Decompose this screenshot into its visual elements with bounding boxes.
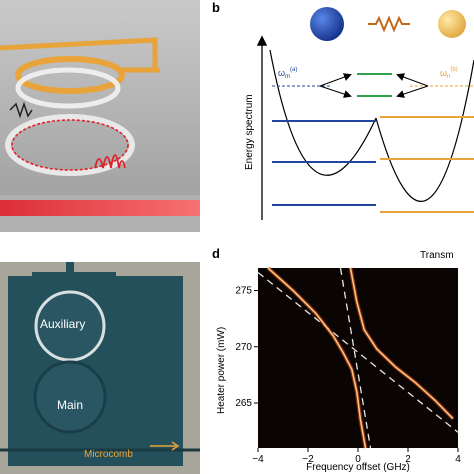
- resonance-trace-0: [267, 267, 367, 449]
- y-axis-label: Heater power (mW): [216, 327, 227, 414]
- x-tick-label: 0: [355, 454, 361, 465]
- microcomb-label: Microcomb: [84, 449, 133, 460]
- y-tick-label: 270: [235, 342, 252, 353]
- panel-label-d: d: [212, 246, 220, 261]
- sphere-b-icon: [438, 10, 466, 38]
- y-tick-label: 265: [235, 398, 252, 409]
- x-tick-label: 2: [405, 454, 411, 465]
- bare-mode-dashed-line-a: [257, 271, 459, 433]
- plot-area: [258, 268, 458, 448]
- energy-diagram: Energy spectrum ωm(a) ωn(b): [244, 7, 474, 220]
- panel-d-heatmap: d Transm Heater power (mW) Frequency off…: [200, 244, 474, 474]
- ylabel-energy-spectrum: Energy spectrum: [244, 94, 255, 170]
- spring-icon: [368, 15, 410, 33]
- panel-a-illustration: [0, 0, 200, 232]
- panel-label-b: b: [212, 0, 220, 15]
- x-axis-label: Frequency offset (GHz): [306, 462, 410, 473]
- resistor-icon: [9, 101, 33, 119]
- panel-c-micrograph: Auxiliary Main Microcomb: [0, 262, 200, 474]
- sphere-a-icon: [310, 7, 344, 41]
- transmission-colorbar-label: Transm: [420, 250, 454, 261]
- omega-n-label: ωn(b): [440, 67, 458, 80]
- auxiliary-label: Auxiliary: [40, 317, 86, 331]
- x-tick-label: 4: [455, 454, 461, 465]
- x-tick-label: −4: [252, 454, 264, 465]
- chip-micrograph: [0, 262, 200, 474]
- ring-resonator-3d-drawing: [0, 0, 200, 232]
- y-tick-label: 275: [235, 286, 252, 297]
- resonance-trace-1: [349, 267, 454, 420]
- avoided-crossing-chart: Heater power (mW) Frequency offset (GHz)…: [216, 266, 461, 473]
- bare-mode-dashed-line-b: [339, 267, 372, 449]
- x-tick-label: −2: [302, 454, 314, 465]
- panel-b-energy-spectrum: b Energy spectrum: [200, 0, 474, 232]
- main-label: Main: [57, 398, 84, 412]
- omega-m-label: ωm(a): [278, 67, 297, 80]
